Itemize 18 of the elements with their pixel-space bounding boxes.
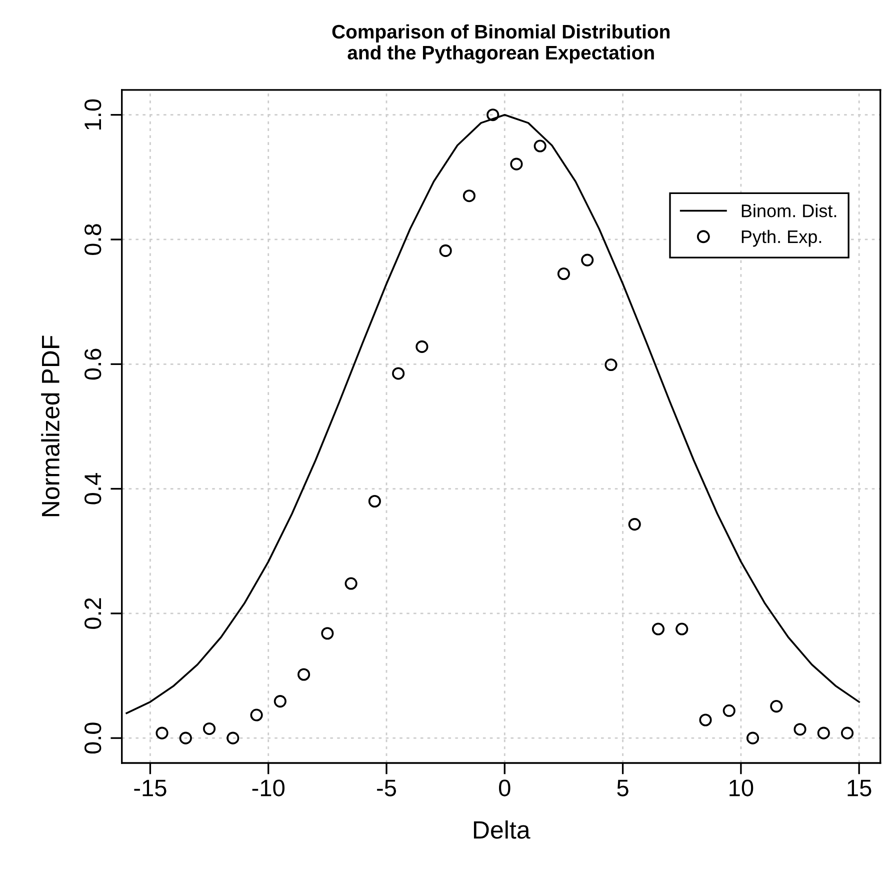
x-tick-label: 0 xyxy=(499,780,510,796)
x-tick-label: -5 xyxy=(377,780,396,796)
legend-label: Binom. Dist. xyxy=(742,204,836,218)
y-tick-label: 0.4 xyxy=(84,473,102,504)
x-tick-label: 15 xyxy=(848,780,872,796)
y-tick-label: 1.0 xyxy=(84,99,102,130)
x-tick-label: -15 xyxy=(134,780,166,796)
x-tick-label: -10 xyxy=(252,780,284,796)
x-axis-title: Delta xyxy=(474,820,530,839)
y-tick-label: 0.2 xyxy=(84,598,102,629)
y-axis-title: Normalized PDF xyxy=(41,336,60,516)
y-tick-label: 0.0 xyxy=(84,722,102,754)
legend-label: Pyth. Exp. xyxy=(742,230,822,247)
chart-title: Comparison of Binomial Distribution and the Pythagorean Expectation xyxy=(332,24,670,64)
x-tick-label: 10 xyxy=(730,780,754,796)
y-tick-label: 0.8 xyxy=(84,224,102,255)
y-tick-label: 0.6 xyxy=(84,348,102,380)
x-tick-label: 5 xyxy=(617,780,628,796)
